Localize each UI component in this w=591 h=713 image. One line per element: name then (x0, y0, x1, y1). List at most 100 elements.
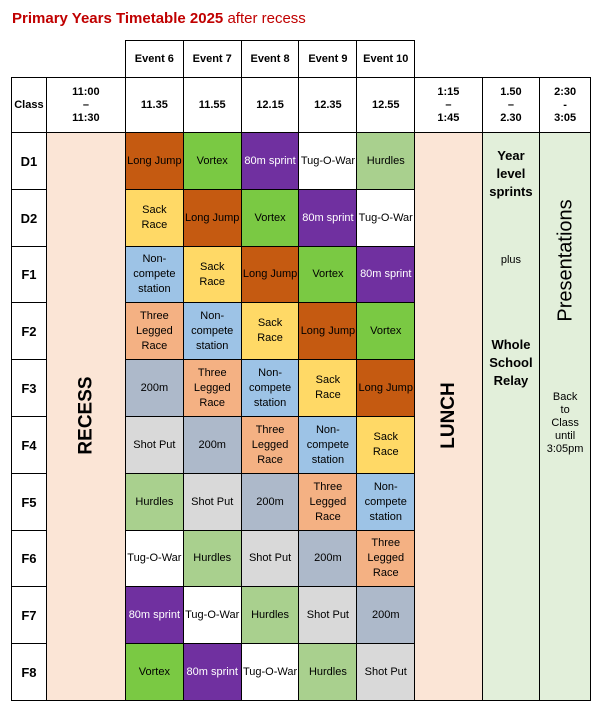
activity-cell: 80m sprint (182, 643, 242, 701)
activity-cell: Shot Put (298, 586, 358, 644)
activity-cell: Shot Put (182, 473, 242, 531)
blank-right (414, 40, 591, 78)
recess-time: 11:00 – 11:30 (45, 77, 126, 133)
activity-cell: Hurdles (356, 132, 416, 190)
class-header: Class (11, 77, 47, 133)
activity-cell: Shot Put (356, 643, 416, 701)
timetable: Event 6 Event 7 Event 8 Event 9 Event 10… (11, 40, 591, 701)
activity-cell: Vortex (182, 132, 242, 190)
activity-cell: Sack Race (298, 359, 358, 417)
activity-cell: Non- compete station (240, 359, 300, 417)
class-label: F6 (11, 530, 47, 587)
activity-cell: Tug-O-War (124, 530, 184, 587)
presentations-time: 2:30 - 3:05 (539, 77, 591, 133)
time-slot: 12.15 (240, 77, 300, 133)
activity-cell: Tug-O-War (298, 132, 358, 190)
table-row: D2 Sack Race Long Jump Vortex 80m sprint Tug-… (11, 189, 591, 247)
activity-cell: Three Legged Race (124, 302, 184, 360)
activity-cell: Vortex (356, 302, 416, 360)
activity-cell: 200m (240, 473, 300, 531)
table-row: F5 Hurdles Shot Put 200m Three Legged Race No… (11, 473, 591, 531)
class-label: D2 (11, 189, 47, 247)
activity-cell: Sack Race (182, 246, 242, 303)
activity-cell: Tug-O-War (182, 586, 242, 644)
recess-label: RECESS (75, 375, 97, 455)
activity-cell: Vortex (298, 246, 358, 303)
table-row: F6 Tug-O-War Hurdles Shot Put 200m Three Legg… (11, 530, 591, 587)
activity-cell: 200m (124, 359, 184, 417)
activity-cell: Shot Put (240, 530, 300, 587)
class-label: F8 (11, 643, 47, 701)
presentations-block: Presentations Back to Class until 3:05pm (539, 132, 591, 701)
activity-cell: Long Jump (356, 359, 416, 417)
activity-cell: Three Legged Race (182, 359, 242, 417)
time-slot: 12.35 (298, 77, 358, 133)
table-row: F3 200m Three Legged Race Non- compete stat… (11, 359, 591, 417)
activity-cell: Hurdles (298, 643, 358, 701)
activity-cell: Long Jump (124, 132, 184, 190)
activity-cell: Tug-O-War (240, 643, 300, 701)
activity-cell: 80m sprint (356, 246, 416, 303)
table-row: F2 Three Legged Race Non- compete station S… (11, 302, 591, 360)
title-suffix: after recess (227, 10, 306, 27)
activity-cell: Vortex (240, 189, 300, 247)
table-row: F7 80m sprint Tug-O-War Hurdles Shot Put 200m (11, 586, 591, 644)
event-header: Event 10 (356, 40, 416, 78)
activity-cell: Three Legged Race (240, 416, 300, 474)
activity-cell: Sack Race (240, 302, 300, 360)
table-row: F4 Shot Put 200m Three Legged Race Non- comp… (11, 416, 591, 474)
presentations-wrap: Presentations (541, 134, 590, 344)
event-header: Event 9 (298, 40, 358, 78)
lunch-label: LUNCH (437, 381, 459, 449)
time-header-row: Class 11:00 – 11:30 11.35 11.55 12.15 12… (11, 77, 591, 133)
event-header: Event 6 (124, 40, 184, 78)
event-header: Event 7 (182, 40, 242, 78)
class-label: F4 (11, 416, 47, 474)
event-header: Event 8 (240, 40, 300, 78)
time-slot: 11.55 (182, 77, 242, 133)
time-slot: 11.35 (124, 77, 184, 133)
activity-cell: Long Jump (182, 189, 242, 247)
class-label: F2 (11, 302, 47, 360)
activity-cell: 80m sprint (124, 586, 184, 644)
activity-cell: Tug-O-War (356, 189, 416, 247)
time-slot: 12.55 (356, 77, 416, 133)
back-to-class: Back to Class until 3:05pm (546, 391, 584, 455)
lunch-block: LUNCH (414, 132, 483, 701)
class-label: F1 (11, 246, 47, 303)
table-row: D1 RECESS Long Jump Vortex 80m sprint Tug-O-W… (11, 132, 591, 701)
activity-cell: Three Legged Race (356, 530, 416, 587)
class-label: D1 (11, 132, 47, 190)
whole-school-relay: Whole School Relay (489, 337, 533, 388)
activity-cell: 200m (356, 586, 416, 644)
activity-cell: Hurdles (240, 586, 300, 644)
table-row: F8 Vortex 80m sprint Tug-O-War Hurdles Shot P… (11, 643, 591, 701)
recess-block: RECESS (45, 132, 126, 701)
sprints-time: 1.50 – 2.30 (481, 77, 541, 133)
activity-cell: Long Jump (240, 246, 300, 303)
activity-cell: Vortex (124, 643, 184, 701)
blank-corner (11, 40, 126, 78)
page-title: Primary Years Timetable 2025 after reces… (12, 10, 306, 27)
activity-cell: Sack Race (124, 189, 184, 247)
activity-cell: Non- compete station (124, 246, 184, 303)
presentations-label: Presentations (554, 199, 577, 322)
activity-cell: Hurdles (182, 530, 242, 587)
title-main: Primary Years Timetable 2025 (12, 10, 224, 27)
activity-cell: Long Jump (298, 302, 358, 360)
activity-cell: Non- compete station (356, 473, 416, 531)
activity-cell: Sack Race (356, 416, 416, 474)
activity-cell: 80m sprint (240, 132, 300, 190)
activity-cell: 80m sprint (298, 189, 358, 247)
activity-cell: Three Legged Race (298, 473, 358, 531)
table-row: F1 Non- compete station Sack Race Long Jump… (11, 246, 591, 303)
activity-cell: Non- compete station (182, 302, 242, 360)
activity-cell: 200m (182, 416, 242, 474)
activity-cell: Shot Put (124, 416, 184, 474)
activity-cell: 200m (298, 530, 358, 587)
plus-label: plus (500, 254, 522, 266)
lunch-time: 1:15 – 1:45 (414, 77, 483, 133)
activity-cell: Non- compete station (298, 416, 358, 474)
activity-cell: Hurdles (124, 473, 184, 531)
class-label: F5 (11, 473, 47, 531)
